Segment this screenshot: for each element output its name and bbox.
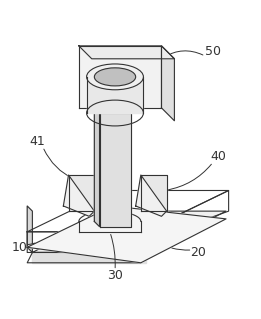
Text: 20: 20 [190, 246, 206, 259]
Ellipse shape [94, 68, 136, 86]
Text: 30: 30 [107, 269, 123, 282]
Polygon shape [69, 175, 94, 211]
Text: 50: 50 [205, 45, 221, 57]
Ellipse shape [87, 64, 143, 90]
Polygon shape [136, 175, 167, 216]
Polygon shape [27, 206, 32, 252]
Polygon shape [79, 46, 174, 59]
Polygon shape [94, 108, 99, 226]
Text: 41: 41 [30, 135, 45, 148]
Polygon shape [99, 113, 130, 226]
Polygon shape [87, 77, 143, 113]
Polygon shape [63, 175, 94, 216]
Polygon shape [141, 175, 167, 211]
Text: 40: 40 [210, 151, 226, 163]
Polygon shape [32, 252, 146, 263]
Text: 10: 10 [11, 241, 27, 254]
Polygon shape [162, 46, 174, 121]
Polygon shape [32, 211, 226, 252]
Polygon shape [27, 206, 226, 263]
Polygon shape [79, 46, 162, 108]
